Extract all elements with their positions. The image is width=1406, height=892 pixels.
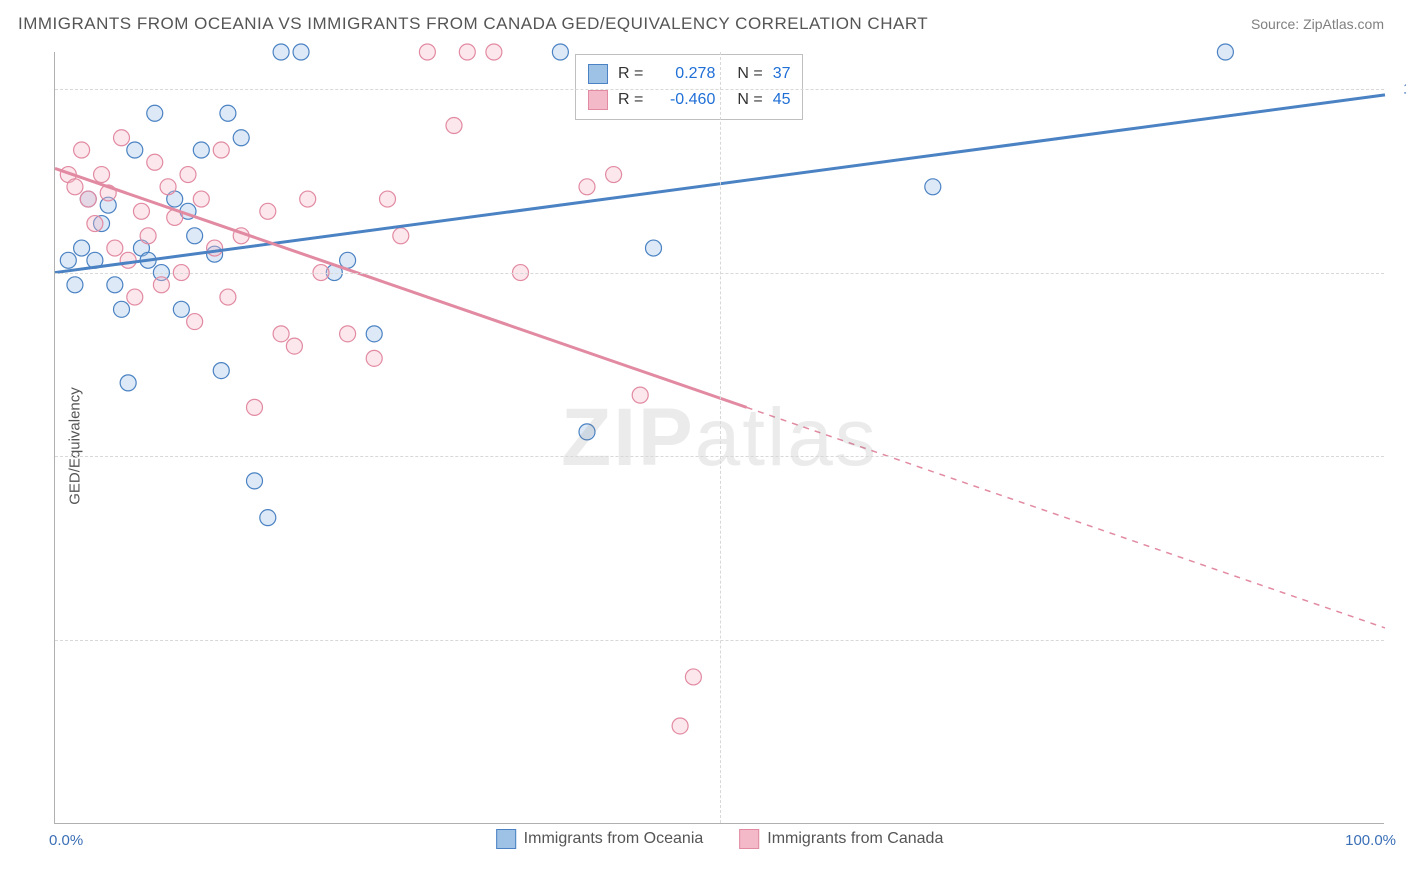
data-point-canada: [300, 191, 316, 207]
data-point-canada: [67, 179, 83, 195]
data-point-oceania: [552, 44, 568, 60]
data-point-canada: [114, 130, 130, 146]
data-point-canada: [94, 167, 110, 183]
data-point-oceania: [260, 510, 276, 526]
data-point-oceania: [107, 277, 123, 293]
y-tick-label: 70.0%: [1394, 448, 1406, 465]
data-point-canada: [286, 338, 302, 354]
data-point-canada: [380, 191, 396, 207]
data-point-canada: [273, 326, 289, 342]
data-point-canada: [160, 179, 176, 195]
data-point-oceania: [646, 240, 662, 256]
data-point-canada: [419, 44, 435, 60]
data-point-oceania: [1217, 44, 1233, 60]
bottom-legend-item-oceania: Immigrants from Oceania: [496, 829, 704, 849]
data-point-oceania: [925, 179, 941, 195]
data-point-oceania: [147, 105, 163, 121]
series-legend: Immigrants from Oceania Immigrants from C…: [496, 829, 944, 849]
data-point-canada: [340, 326, 356, 342]
data-point-oceania: [74, 240, 90, 256]
data-point-canada: [459, 44, 475, 60]
data-point-oceania: [173, 301, 189, 317]
legend-n-label: N =: [737, 61, 762, 87]
data-point-oceania: [60, 252, 76, 268]
data-point-canada: [80, 191, 96, 207]
source-attribution: Source: ZipAtlas.com: [1251, 16, 1384, 32]
legend-n-value: 37: [773, 61, 791, 87]
bottom-legend-swatch-canada-icon: [739, 829, 759, 849]
data-point-canada: [606, 167, 622, 183]
data-point-canada: [127, 289, 143, 305]
data-point-canada: [685, 669, 701, 685]
data-point-oceania: [579, 424, 595, 440]
data-point-canada: [207, 240, 223, 256]
trendline-canada-extrapolated: [747, 407, 1385, 628]
data-point-canada: [153, 277, 169, 293]
data-point-oceania: [273, 44, 289, 60]
legend-swatch-canada-icon: [588, 90, 608, 110]
legend-r-label: R =: [618, 61, 643, 87]
data-point-canada: [247, 399, 263, 415]
data-point-canada: [446, 118, 462, 134]
legend-n-value: 45: [773, 87, 791, 113]
legend-r-value: -0.460: [653, 87, 715, 113]
data-point-canada: [220, 289, 236, 305]
bottom-legend-swatch-oceania-icon: [496, 829, 516, 849]
correlation-legend: R = 0.278 N = 37 R = -0.460 N = 45: [575, 54, 803, 120]
data-point-canada: [393, 228, 409, 244]
data-point-oceania: [340, 252, 356, 268]
y-tick-label: 100.0%: [1394, 80, 1406, 97]
data-point-oceania: [67, 277, 83, 293]
legend-row-oceania: R = 0.278 N = 37: [588, 61, 790, 87]
data-point-canada: [632, 387, 648, 403]
data-point-canada: [187, 314, 203, 330]
data-point-canada: [133, 203, 149, 219]
data-point-oceania: [120, 375, 136, 391]
data-point-canada: [147, 154, 163, 170]
y-tick-label: 55.0%: [1394, 632, 1406, 649]
plot-area: ZIPatlas R =0.278N =37R =-0.460N =45 Imm…: [54, 52, 1384, 824]
chart-title: IMMIGRANTS FROM OCEANIA VS IMMIGRANTS FR…: [18, 14, 928, 34]
data-point-canada: [120, 252, 136, 268]
data-point-oceania: [233, 130, 249, 146]
data-point-oceania: [187, 228, 203, 244]
bottom-legend-item-canada: Immigrants from Canada: [739, 829, 943, 849]
legend-row-canada: R = -0.460 N = 45: [588, 87, 790, 113]
y-tick-label: 85.0%: [1394, 264, 1406, 281]
bottom-legend-label: Immigrants from Canada: [767, 830, 943, 848]
data-point-canada: [213, 142, 229, 158]
data-point-canada: [366, 350, 382, 366]
legend-swatch-oceania-icon: [588, 64, 608, 84]
x-tick-right: 100.0%: [1345, 832, 1396, 849]
data-point-canada: [74, 142, 90, 158]
data-point-oceania: [366, 326, 382, 342]
data-point-canada: [87, 216, 103, 232]
data-point-oceania: [247, 473, 263, 489]
data-point-canada: [579, 179, 595, 195]
legend-r-label: R =: [618, 87, 643, 113]
bottom-legend-label: Immigrants from Oceania: [524, 830, 704, 848]
data-point-oceania: [193, 142, 209, 158]
data-point-canada: [140, 228, 156, 244]
x-tick-left: 0.0%: [49, 832, 83, 849]
data-point-oceania: [127, 142, 143, 158]
legend-n-label: N =: [737, 87, 762, 113]
data-point-oceania: [293, 44, 309, 60]
data-point-oceania: [114, 301, 130, 317]
data-point-canada: [260, 203, 276, 219]
legend-r-value: 0.278: [653, 61, 715, 87]
data-point-oceania: [213, 363, 229, 379]
data-point-oceania: [220, 105, 236, 121]
data-point-canada: [180, 167, 196, 183]
gridline-v: [720, 52, 721, 823]
data-point-canada: [193, 191, 209, 207]
data-point-canada: [107, 240, 123, 256]
data-point-canada: [486, 44, 502, 60]
data-point-canada: [672, 718, 688, 734]
